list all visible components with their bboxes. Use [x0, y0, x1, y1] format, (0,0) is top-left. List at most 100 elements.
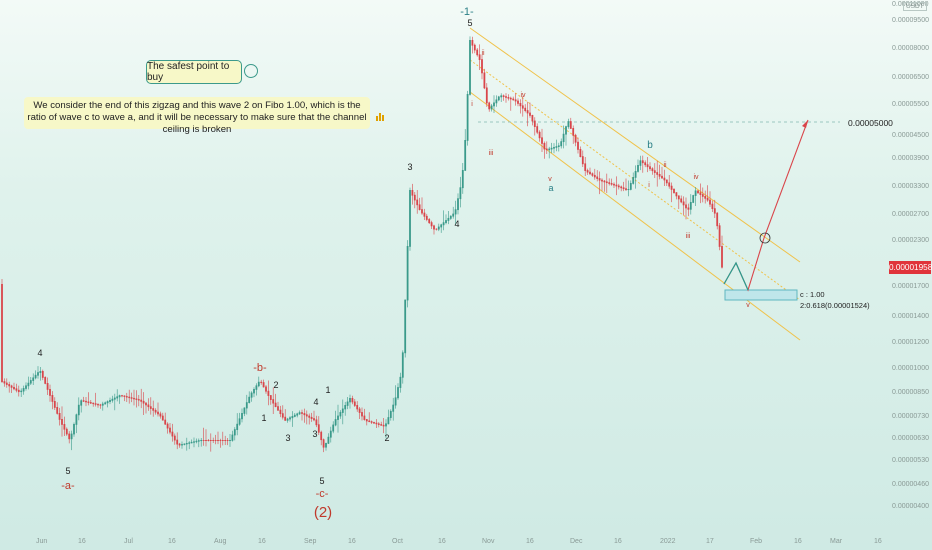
candle-body — [217, 440, 219, 441]
candle-body — [404, 299, 407, 354]
candle-body — [8, 384, 11, 387]
candle-body — [675, 192, 678, 197]
candle-body — [29, 380, 32, 384]
candle-body — [1, 284, 3, 382]
candle-body — [430, 222, 433, 227]
wave-label: -c- — [316, 488, 329, 500]
wave-label: 1 — [325, 385, 330, 395]
candle-body — [274, 402, 277, 408]
candle-body — [161, 415, 164, 421]
candle-body — [565, 126, 567, 135]
candle-body — [41, 371, 44, 378]
candle-body — [272, 399, 275, 404]
candle-body — [466, 94, 469, 141]
candle-body — [315, 419, 318, 426]
candle-body — [569, 121, 572, 129]
candle-body — [250, 392, 253, 398]
candle-body — [257, 381, 260, 387]
candle-body — [461, 170, 464, 189]
candle-body — [75, 414, 78, 425]
x-tick-label: Feb — [750, 538, 762, 545]
candle-body — [118, 395, 121, 398]
candle-body — [358, 408, 361, 413]
candle-body — [464, 140, 467, 171]
channel-mid-line — [469, 59, 801, 301]
candle-body — [214, 440, 217, 441]
candle-body — [713, 208, 716, 214]
wave-label: -b- — [253, 362, 267, 374]
candle-body — [20, 390, 23, 393]
candle-body — [526, 110, 529, 114]
x-tick-label: 2022 — [660, 538, 676, 545]
candle-body — [687, 207, 690, 210]
y-tick-label: 0.00009500 — [892, 17, 929, 24]
candle-body — [608, 182, 611, 184]
candle-body — [176, 439, 179, 445]
candle-body — [339, 412, 342, 417]
candle-body — [253, 389, 255, 394]
candle-body — [692, 195, 695, 203]
breakout-circle — [759, 232, 771, 244]
bar-chart-icon — [375, 108, 385, 121]
candle-body — [531, 115, 534, 122]
wave-label: -a- — [61, 480, 75, 492]
candle-body — [589, 171, 591, 175]
candle-body — [478, 54, 481, 60]
candle-body — [598, 178, 601, 181]
x-axis-ticks: Jun 16 Jul 16 Aug 16 Sep 16 Oct 16 Nov 16 Dec 16 2022 1… — [36, 538, 882, 545]
candle-body — [572, 128, 575, 136]
candle-body — [130, 397, 133, 399]
wave-label: 5 — [65, 466, 70, 476]
candle-body — [509, 97, 512, 100]
candle-body — [457, 198, 459, 211]
candle-body — [293, 414, 296, 417]
y-tick-label: 0.00000630 — [892, 435, 929, 442]
candle-body — [99, 404, 102, 406]
candle-body — [346, 401, 349, 406]
candle-body — [44, 377, 47, 384]
x-tick-label: Mar — [830, 538, 843, 545]
candle-body — [70, 433, 73, 440]
candle-body — [553, 147, 555, 149]
candle-body — [125, 396, 128, 398]
candle-body — [171, 431, 174, 437]
y-tick-label: 0.00000460 — [892, 481, 929, 488]
candle-body — [128, 396, 131, 399]
candle-body — [406, 246, 409, 301]
candle-body — [147, 404, 150, 408]
x-tick-label: Aug — [214, 538, 227, 545]
candle-body — [37, 372, 39, 376]
candle-body — [154, 409, 157, 413]
x-tick-label: 16 — [348, 538, 356, 545]
candle-body — [87, 401, 90, 403]
wave-label: 3 — [312, 429, 317, 439]
wave-label: ii — [663, 162, 667, 169]
candle-body — [301, 412, 303, 414]
candle-body — [56, 407, 59, 414]
y-tick-label: 0.00003900 — [892, 155, 929, 162]
candle-body — [639, 160, 642, 166]
candle-body — [101, 403, 104, 406]
candle-body — [121, 395, 123, 397]
wave-label: 4 — [313, 397, 318, 407]
candle-body — [704, 196, 707, 199]
candle-body — [277, 406, 279, 411]
x-tick-label: Dec — [570, 538, 583, 545]
candle-body — [699, 192, 702, 195]
candle-body — [3, 381, 6, 384]
x-tick-label: 16 — [874, 538, 882, 545]
candle-body — [291, 416, 294, 419]
candle-body — [13, 386, 15, 390]
candle-body — [507, 97, 510, 99]
wave-label: b — [647, 140, 653, 151]
candle-body — [140, 399, 143, 402]
wave-label: v — [746, 302, 750, 309]
candle-body — [411, 190, 414, 196]
wave-label: iv — [693, 174, 699, 181]
candle-body — [632, 177, 635, 184]
y-axis-ticks: 0.00011000 0.00009500 0.00008000 0.00006500… — [892, 1, 929, 510]
candle-body — [92, 402, 95, 405]
candle-body — [267, 390, 270, 396]
